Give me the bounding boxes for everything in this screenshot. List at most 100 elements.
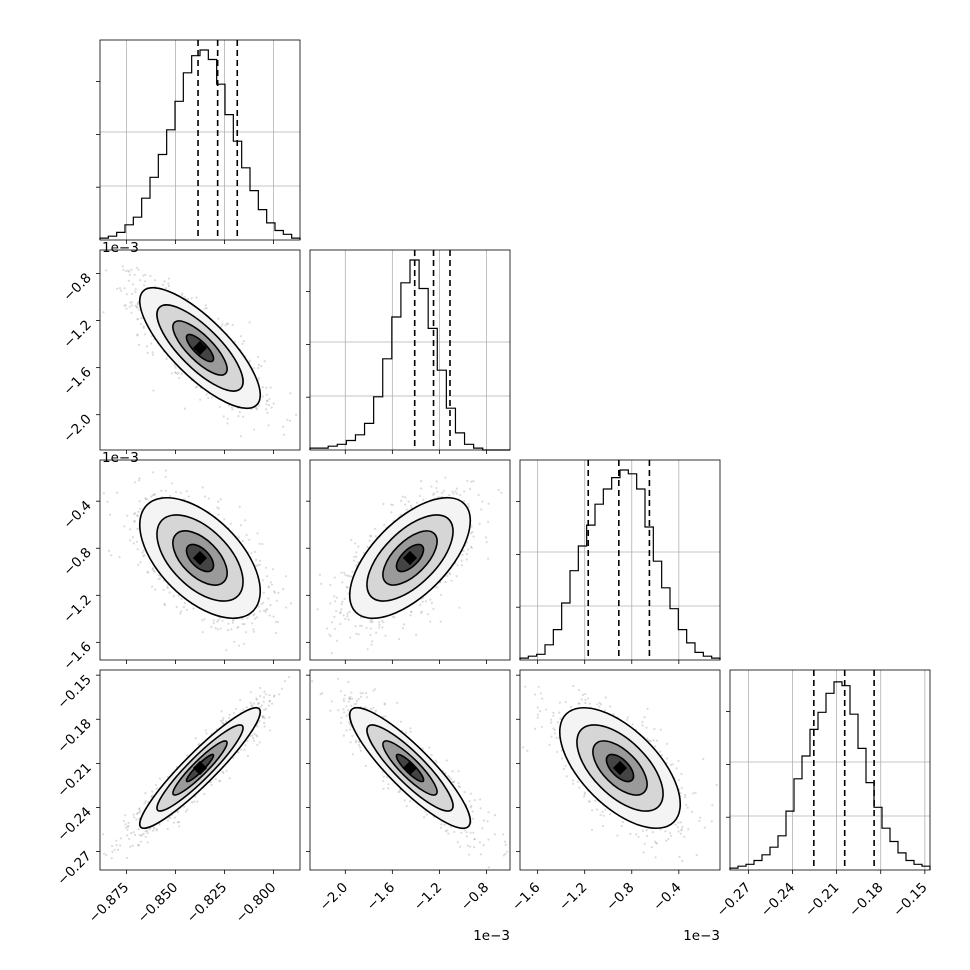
scatter-point bbox=[477, 494, 480, 497]
scatter-point bbox=[252, 739, 256, 742]
scatter-point bbox=[237, 644, 240, 647]
scatter-point bbox=[373, 527, 377, 530]
scatter-point bbox=[179, 491, 183, 494]
scatter-point bbox=[221, 619, 224, 622]
scatter-point bbox=[129, 539, 132, 542]
scatter-point bbox=[153, 827, 156, 830]
scatter-point bbox=[111, 850, 114, 854]
scatter-point bbox=[444, 476, 447, 479]
scatter-point bbox=[181, 292, 184, 295]
panel-frame bbox=[99, 39, 301, 241]
scatter-point bbox=[382, 502, 385, 506]
scatter-point bbox=[133, 273, 136, 276]
scatter-point bbox=[178, 377, 181, 380]
scatter-point bbox=[351, 570, 354, 573]
scatter-point bbox=[420, 487, 423, 490]
scatter-point bbox=[137, 510, 140, 513]
scatter-point bbox=[257, 404, 260, 407]
scatter-point bbox=[203, 793, 206, 796]
scatter-point bbox=[329, 635, 332, 638]
scatter-point bbox=[186, 808, 189, 811]
scatter-point bbox=[239, 335, 243, 338]
scatter-point bbox=[271, 568, 275, 571]
scatter-point bbox=[432, 607, 435, 611]
scatter-point bbox=[469, 487, 472, 491]
scatter-point bbox=[253, 617, 257, 620]
scatter-point bbox=[289, 392, 292, 395]
panel-frame bbox=[519, 459, 721, 661]
scatter-point bbox=[368, 539, 371, 542]
scatter-point bbox=[210, 396, 214, 399]
scatter-point bbox=[264, 566, 268, 569]
scatter-point bbox=[219, 627, 222, 630]
scatter-point bbox=[136, 302, 139, 305]
scatter-point bbox=[350, 538, 353, 542]
scatter-point bbox=[160, 489, 163, 492]
scatter-point bbox=[275, 632, 278, 635]
scatter-point bbox=[466, 479, 469, 482]
scatter-point bbox=[265, 399, 268, 402]
scatter-point bbox=[335, 596, 338, 599]
scatter-point bbox=[131, 536, 134, 539]
scatter-point bbox=[450, 579, 453, 582]
scatter-point bbox=[102, 492, 105, 495]
scatter-point bbox=[339, 622, 342, 626]
scatter-point bbox=[167, 277, 170, 280]
scatter-point bbox=[448, 572, 451, 575]
scatter-point bbox=[265, 403, 268, 406]
scatter-point bbox=[426, 613, 429, 616]
scatter-point bbox=[195, 296, 198, 299]
scatter-point bbox=[329, 602, 332, 605]
scatter-point bbox=[195, 385, 198, 388]
scatter-point bbox=[146, 498, 149, 501]
scatter-point bbox=[238, 411, 241, 414]
scatter-point bbox=[256, 408, 259, 411]
scatter-point bbox=[153, 279, 156, 282]
scatter-point bbox=[405, 508, 408, 511]
scatter-point bbox=[166, 585, 169, 589]
scatter-point bbox=[435, 480, 438, 483]
scatter-point bbox=[133, 816, 136, 819]
scatter-point bbox=[180, 597, 183, 600]
scatter-point bbox=[187, 495, 190, 498]
scatter-point bbox=[420, 610, 424, 613]
scatter-point bbox=[430, 485, 433, 488]
scatter-point bbox=[253, 550, 256, 554]
scatter-point bbox=[391, 503, 394, 506]
scatter-point bbox=[135, 306, 138, 309]
scatter-point bbox=[429, 620, 432, 623]
scatter-point bbox=[260, 365, 263, 368]
scatter-point bbox=[500, 491, 503, 494]
scatter-point bbox=[460, 559, 463, 562]
scatter-point bbox=[232, 711, 235, 715]
scatter-point bbox=[404, 503, 407, 506]
scatter-point bbox=[132, 542, 135, 545]
scatter-point bbox=[381, 619, 384, 622]
scatter-point bbox=[333, 627, 336, 631]
scatter-point bbox=[119, 844, 122, 847]
scatter-point bbox=[140, 316, 143, 320]
scatter-point bbox=[253, 428, 256, 431]
scatter-point bbox=[246, 755, 249, 758]
scatter-point bbox=[201, 486, 204, 489]
scatter-point bbox=[330, 652, 333, 655]
scatter-point bbox=[129, 845, 132, 848]
scatter-point bbox=[282, 588, 285, 591]
scatter-point bbox=[436, 490, 439, 493]
scatter-point bbox=[265, 386, 268, 389]
scatter-point bbox=[216, 628, 219, 631]
scatter-point bbox=[129, 528, 132, 531]
scatter-point bbox=[369, 627, 372, 630]
scatter-point bbox=[135, 540, 138, 543]
scatter-point bbox=[138, 477, 141, 480]
scatter-point bbox=[326, 627, 329, 630]
scatter-point bbox=[231, 408, 234, 411]
scatter-point bbox=[133, 481, 136, 484]
scatter-point bbox=[446, 574, 449, 577]
scatter-point bbox=[174, 371, 177, 374]
scatter-point bbox=[167, 284, 170, 288]
scatter-point bbox=[154, 588, 157, 591]
scatter-point bbox=[452, 492, 455, 495]
scatter-point bbox=[487, 502, 490, 505]
scatter-point bbox=[269, 604, 272, 607]
